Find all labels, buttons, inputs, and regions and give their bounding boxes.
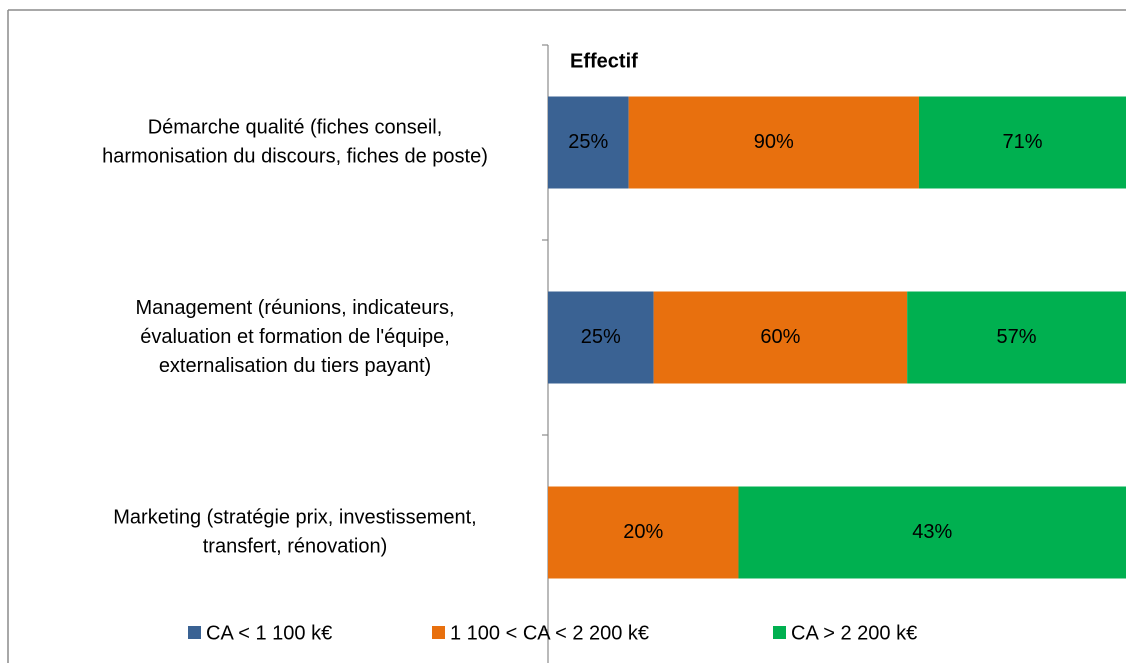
- data-label: 25%: [568, 131, 608, 153]
- legend-swatch: [432, 626, 445, 639]
- legend-label: CA < 1 100 k€: [206, 622, 332, 644]
- bar: [907, 291, 1126, 384]
- bar: [918, 96, 1126, 189]
- legend-swatch: [188, 626, 201, 639]
- category-label: transfert, rénovation): [203, 535, 388, 557]
- data-label: 25%: [581, 326, 621, 348]
- data-label: 20%: [623, 521, 663, 543]
- bar: [628, 96, 919, 189]
- data-label: 60%: [760, 326, 800, 348]
- category-label: externalisation du tiers payant): [159, 355, 431, 377]
- bar: [548, 291, 654, 384]
- legend-swatch: [773, 626, 786, 639]
- category-label: harmonisation du discours, fiches de pos…: [102, 145, 488, 167]
- data-label: 71%: [1002, 131, 1042, 153]
- bar: [548, 486, 739, 579]
- category-label: Management (réunions, indicateurs,: [135, 297, 454, 319]
- bar: [738, 486, 1126, 579]
- bar: [653, 291, 908, 384]
- data-label: 90%: [754, 131, 794, 153]
- data-label: 57%: [997, 326, 1037, 348]
- legend-label: CA > 2 200 k€: [791, 622, 917, 644]
- data-label: 43%: [912, 521, 952, 543]
- category-label: Démarche qualité (fiches conseil,: [148, 116, 443, 138]
- bar: [548, 96, 629, 189]
- category-label: évaluation et formation de l'équipe,: [140, 326, 450, 348]
- category-label: Marketing (stratégie prix, investissemen…: [113, 506, 476, 528]
- legend-label: 1 100 < CA < 2 200 k€: [450, 622, 649, 644]
- chart-title: Effectif: [570, 50, 638, 72]
